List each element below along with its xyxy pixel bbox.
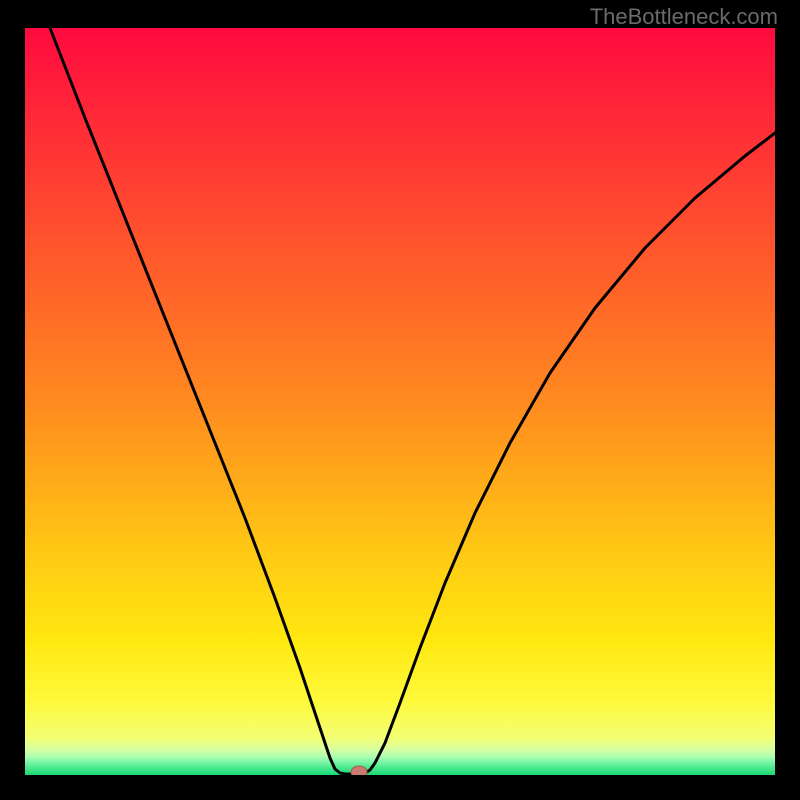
bottleneck-curve xyxy=(50,28,775,774)
chart-plot-area xyxy=(25,28,775,775)
bottleneck-curve-layer xyxy=(25,28,775,775)
marker-point xyxy=(351,766,367,775)
watermark-text: TheBottleneck.com xyxy=(590,4,778,30)
